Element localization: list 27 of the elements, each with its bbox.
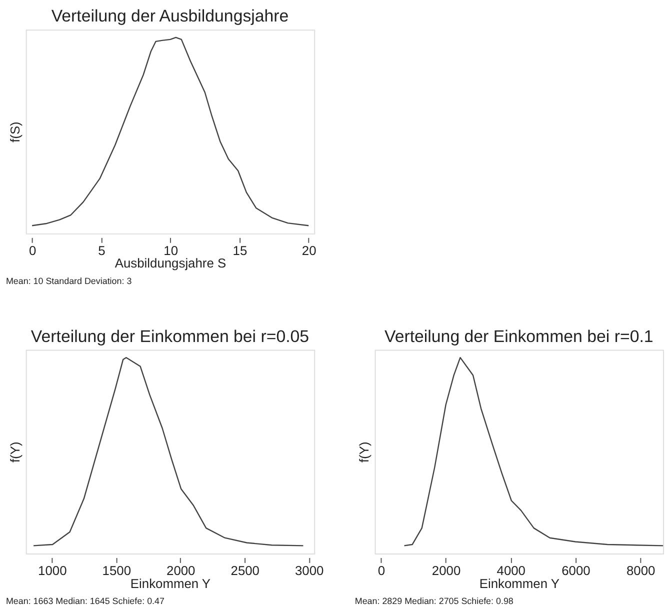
chart-title: Verteilung der Einkommen bei r=0.05 xyxy=(30,326,310,346)
x-tick-label: 15 xyxy=(232,242,248,258)
text: Mean: 10 Standard Deviation: 3 xyxy=(6,276,132,286)
x-tick-label: 6000 xyxy=(562,562,590,578)
text: Mean: 2829 Median: 2705 Schiefe: 0.98 xyxy=(354,596,514,606)
x-tick-label: 20 xyxy=(302,242,316,258)
x-tick-label: 0 xyxy=(28,242,36,258)
x-tick-label: 2000 xyxy=(432,562,461,578)
y-axis-title: f(Y) xyxy=(356,442,372,463)
x-axis-title: Ausbildungsjahre S xyxy=(114,256,226,271)
x-tick-label: 0 xyxy=(378,562,386,578)
y-axis-title: f(Y) xyxy=(7,442,22,463)
x-axis-title: Einkommen Y xyxy=(479,576,560,591)
x-tick-label: 1000 xyxy=(38,562,67,578)
x-tick-label: 10 xyxy=(164,242,178,258)
text: Mean: 1663 Median: 1645 Schiefe: 0.47 xyxy=(6,596,164,606)
x-tick-label: 3000 xyxy=(294,562,324,578)
x-tick-label: 2000 xyxy=(166,562,196,578)
x-tick-label: 5 xyxy=(98,242,106,258)
x-tick-label: 1500 xyxy=(102,562,132,578)
chart-title: Verteilung der Einkommen bei r=0.1 xyxy=(384,326,654,346)
y-axis-title: f(S) xyxy=(7,122,22,142)
x-tick-label: 4000 xyxy=(496,562,526,578)
x-tick-label: 2500 xyxy=(230,562,260,578)
x-axis-title: Einkommen Y xyxy=(130,576,211,591)
x-tick-label: 8000 xyxy=(626,562,656,578)
chart-title: Verteilung der Ausbildungsjahre xyxy=(51,6,289,26)
